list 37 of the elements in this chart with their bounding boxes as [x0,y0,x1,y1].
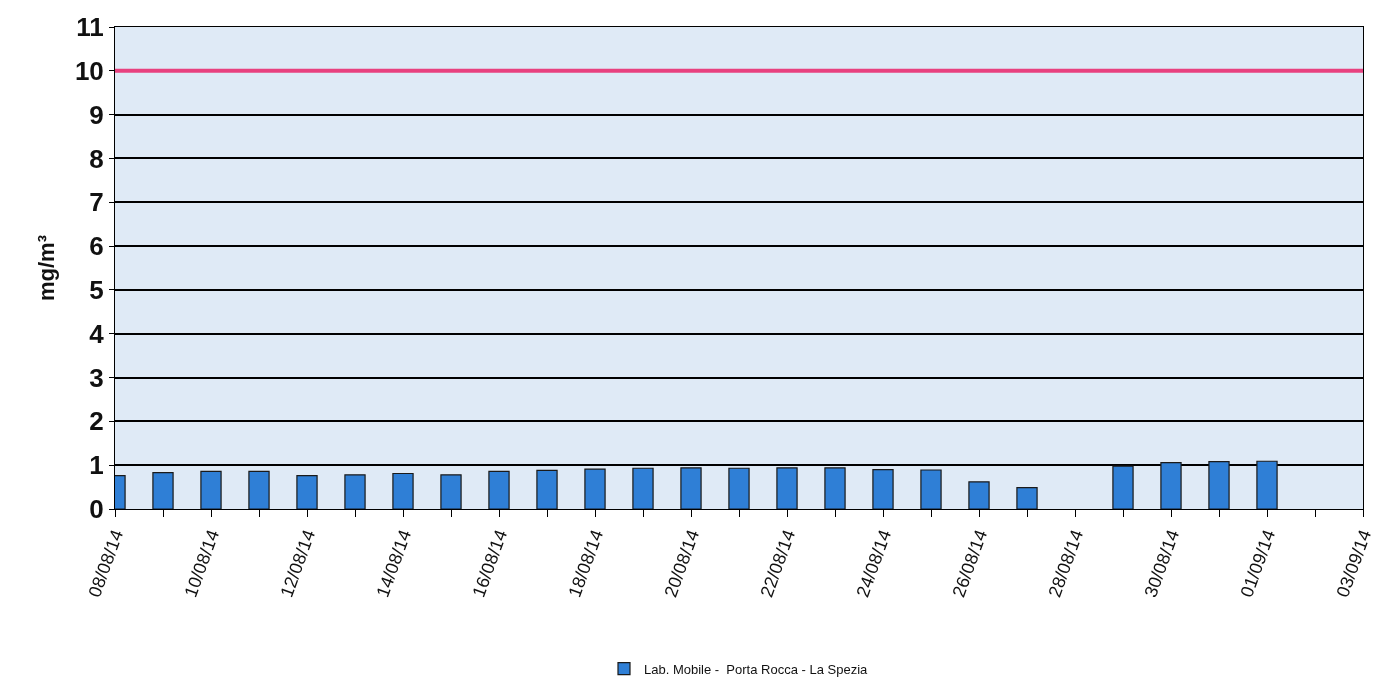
bar [872,468,894,509]
bar [488,470,510,509]
bar [968,481,990,509]
bar [200,470,222,509]
y-tick-label: 1 [89,450,104,481]
y-tick-label: 3 [89,362,104,393]
y-tick-label: 5 [89,275,104,306]
bar [632,467,654,509]
bar [680,467,702,509]
bar [584,468,606,509]
bar [152,472,174,509]
legend-label: Lab. Mobile - Porta Rocca - La Spezia [644,661,869,677]
bar [776,467,798,509]
bar [824,467,846,509]
y-tick-label: 11 [76,12,104,43]
bar [536,469,558,509]
y-tick-label: 4 [89,318,105,349]
bar [1016,486,1038,509]
y-axis-title: mg/m³ [33,235,59,301]
y-tick-label: 9 [89,99,104,130]
y-tick-label: 8 [89,143,104,174]
y-tick-label: 7 [89,187,104,218]
bar [920,469,942,509]
y-tick-label: 0 [89,494,104,525]
bar [344,474,366,509]
bar [1208,461,1230,509]
y-tick-label: 2 [89,406,104,437]
y-tick-label: 10 [74,55,104,86]
bar [296,475,318,509]
bar [392,472,414,509]
bar [1256,460,1278,509]
bar [728,467,750,509]
bar [248,470,270,509]
bar [440,474,462,509]
y-tick-label: 6 [89,231,104,262]
bar [1112,465,1134,509]
bar [1160,461,1182,509]
